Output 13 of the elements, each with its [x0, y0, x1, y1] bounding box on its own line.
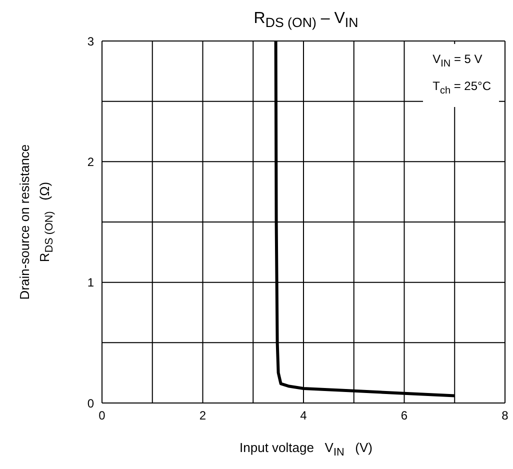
- x-tick-label: 2: [199, 408, 206, 423]
- annotation: V$_{IN}$ = 5 V: [432, 51, 484, 72]
- x-tick-label: 8: [502, 408, 509, 423]
- chart-title: R$_{DS (ON)}$ – V$_{IN}$: [252, 10, 360, 30]
- x-tick-label: 0: [98, 408, 106, 423]
- y-tick-label: 0: [87, 396, 94, 410]
- x-tick-label: 6: [400, 408, 408, 423]
- y-tick-label: 3: [87, 34, 94, 48]
- y-tick-label: 1: [87, 276, 94, 290]
- annotation: T$_{ch}$ = 25°C: [432, 78, 491, 99]
- y-tick-label: 2: [87, 154, 94, 169]
- x-axis-title: Input voltage V$_{IN}$ (V): [238, 440, 374, 459]
- x-tick-label: 4: [300, 408, 308, 423]
